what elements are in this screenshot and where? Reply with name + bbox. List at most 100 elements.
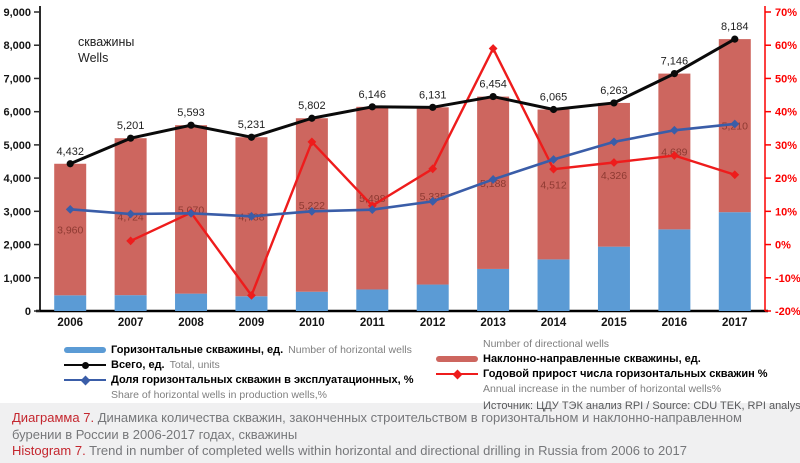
svg-text:6,146: 6,146 (359, 89, 387, 101)
svg-text:-20%: -20% (775, 306, 800, 318)
svg-text:2011: 2011 (360, 317, 386, 329)
svg-text:5,222: 5,222 (299, 200, 325, 212)
legend-label-growth-en: Annual increase in the number of horizon… (483, 383, 722, 395)
bar-horizontal-2008 (175, 293, 208, 311)
svg-text:0: 0 (25, 306, 31, 318)
svg-text:5,000: 5,000 (3, 140, 31, 152)
svg-text:2007: 2007 (118, 317, 144, 329)
svg-text:3,960: 3,960 (57, 225, 83, 237)
legend-item-directional-en: Number of directional wells (436, 337, 800, 351)
svg-text:9,000: 9,000 (3, 7, 31, 19)
svg-text:6,263: 6,263 (600, 85, 628, 97)
svg-text:6,000: 6,000 (3, 107, 31, 119)
bar-directional-2010 (295, 118, 328, 292)
caption-ru-label: Диаграмма 7. (12, 410, 95, 425)
bar-directional-2006 (54, 163, 87, 296)
legend-item-horizontal-wells: Горизонтальные скважины, ед. Number of h… (64, 343, 414, 357)
svg-text:2006: 2006 (57, 317, 83, 329)
legend-swatch-growth-line-icon (436, 369, 478, 379)
bar-horizontal-2007 (114, 295, 147, 311)
legend-label-horizontal-wells-en: Number of horizontal wells (288, 344, 412, 356)
bar-horizontal-2006 (54, 295, 87, 311)
svg-text:7,146: 7,146 (661, 56, 689, 68)
legend-label-horizontal-wells: Горизонтальные скважины, ед. (111, 344, 284, 356)
legend-label-total-en: Total, units (169, 359, 220, 371)
legend-item-share: Доля горизонтальных скважин в эксплуатац… (64, 373, 414, 387)
svg-text:1,000: 1,000 (3, 273, 31, 285)
legend-item-share-en: Share of horizontal wells in production … (64, 388, 414, 402)
bar-horizontal-2012 (416, 284, 449, 311)
svg-text:5,201: 5,201 (117, 120, 145, 132)
total-data-labels: 4,432 5,201 5,593 5,231 5,802 6,146 6,131 6,454… (56, 21, 748, 158)
legend-item-growth: Годовой прирост числа горизонтальных скв… (436, 367, 800, 381)
legend-left-column: Горизонтальные скважины, ед. Number of h… (64, 343, 414, 403)
source-row: Источник: ЦДУ ТЭК анализ RPI / Source: C… (436, 399, 800, 413)
svg-text:4,000: 4,000 (3, 173, 31, 185)
svg-text:3,000: 3,000 (3, 206, 31, 218)
svg-text:4,432: 4,432 (56, 146, 84, 158)
legend-swatch-horizontal-wells-icon (64, 347, 106, 353)
svg-text:2015: 2015 (601, 317, 627, 329)
caption: Диаграмма 7. Динамика количества скважин… (0, 403, 800, 463)
share-line (65, 119, 740, 221)
combo-chart: 0 1,000 2,000 3,000 4,000 5,000 6,000 7,000 8,00… (3, 6, 800, 329)
legend-swatch-total-line-icon (64, 361, 106, 369)
legend-label-growth: Годовой прирост числа горизонтальных скв… (483, 368, 768, 380)
bar-directional-2012 (416, 107, 449, 285)
bar-horizontal-2010 (295, 291, 328, 311)
legend-item-directional: Наклонно-направленные скважины, ед. (436, 352, 800, 366)
caption-en-text: Trend in number of completed wells withi… (89, 443, 687, 459)
svg-text:2016: 2016 (662, 317, 688, 329)
svg-text:2009: 2009 (239, 317, 265, 329)
legend-right-column: Number of directional wells Наклонно-нап… (436, 337, 800, 414)
svg-text:2017: 2017 (722, 317, 748, 329)
svg-text:2,000: 2,000 (3, 240, 31, 252)
bar-horizontal-2016 (658, 229, 691, 311)
svg-text:5,231: 5,231 (238, 119, 266, 131)
svg-text:5,802: 5,802 (298, 100, 326, 112)
svg-text:30%: 30% (775, 140, 797, 152)
svg-text:7,000: 7,000 (3, 73, 31, 85)
legend-label-share: Доля горизонтальных скважин в эксплуатац… (111, 374, 414, 386)
svg-text:4,326: 4,326 (601, 170, 627, 182)
caption-en: Histogram 7. Trend in number of complete… (12, 443, 788, 460)
svg-text:0%: 0% (775, 240, 791, 252)
x-axis-labels: 2006 2007 2008 2009 2010 2011 2012 2013 2014 2015… (57, 317, 747, 329)
directional-data-labels: 3,9604,7245,0704,7885,2225,4985,3355,188… (57, 121, 748, 237)
legend-item-total: Всего, ед. Total, units (64, 358, 414, 372)
caption-ru: Диаграмма 7. Динамика количества скважин… (12, 410, 788, 443)
svg-text:2012: 2012 (420, 317, 446, 329)
svg-text:50%: 50% (775, 73, 797, 85)
bars (54, 39, 751, 311)
svg-text:2014: 2014 (541, 317, 567, 329)
total-line (66, 35, 739, 168)
svg-text:6,131: 6,131 (419, 89, 447, 101)
svg-text:2008: 2008 (178, 317, 204, 329)
svg-text:8,184: 8,184 (721, 21, 749, 33)
legend-swatch-directional-wells-icon (436, 356, 478, 362)
axes: 0 1,000 2,000 3,000 4,000 5,000 6,000 7,000 8,00… (3, 6, 800, 318)
source-text: Источник: ЦДУ ТЭК анализ RPI / Source: C… (483, 400, 800, 412)
svg-text:-10%: -10% (775, 273, 800, 285)
bar-horizontal-2014 (537, 259, 570, 311)
caption-ru-text: Динамика количества скважин, законченных… (12, 410, 742, 442)
legend-label-directional: Наклонно-направленные скважины, ед. (483, 353, 701, 365)
svg-text:20%: 20% (775, 173, 797, 185)
caption-en-label: Histogram 7. (12, 443, 86, 459)
bar-horizontal-2017 (718, 212, 751, 311)
legend-label-total: Всего, ед. (111, 359, 165, 371)
left-axis-unit-en: Wells (78, 51, 108, 65)
bar-directional-2014 (537, 109, 570, 260)
svg-text:2010: 2010 (299, 317, 325, 329)
legend-item-growth-en: Annual increase in the number of horizon… (436, 382, 800, 396)
svg-text:6,454: 6,454 (479, 79, 507, 91)
growth-line (126, 44, 740, 300)
svg-text:2013: 2013 (480, 317, 506, 329)
svg-text:6,065: 6,065 (540, 92, 568, 104)
bar-horizontal-2015 (597, 246, 630, 311)
legend: Горизонтальные скважины, ед. Number of h… (0, 337, 800, 412)
svg-text:10%: 10% (775, 206, 797, 218)
legend-label-directional-en: Number of directional wells (483, 338, 610, 350)
svg-text:8,000: 8,000 (3, 40, 31, 52)
